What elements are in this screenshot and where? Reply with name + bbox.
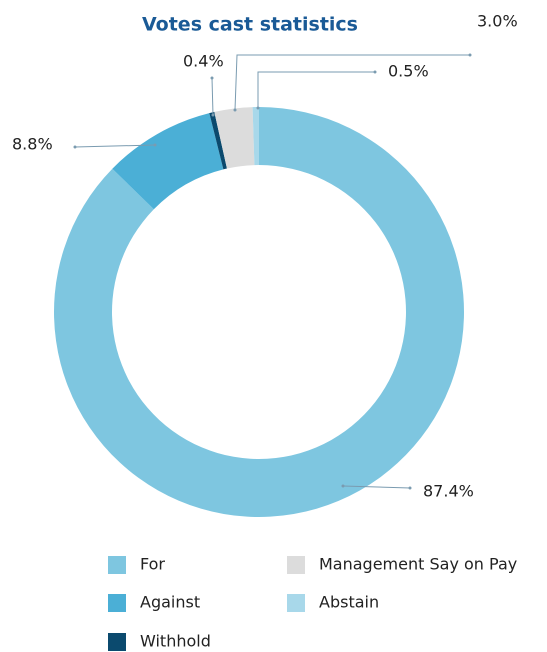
leader-dot — [233, 108, 237, 112]
data-label: 0.5% — [388, 62, 429, 81]
leader-dot — [341, 484, 345, 488]
leader-dot — [408, 486, 412, 490]
legend-swatch — [108, 594, 126, 612]
legend-label: Withhold — [140, 632, 211, 651]
data-label: 87.4% — [423, 482, 474, 501]
data-label: 3.0% — [477, 12, 518, 31]
legend-label: For — [140, 555, 165, 574]
leader-line — [234, 54, 470, 111]
donut-segment — [112, 113, 224, 210]
donut-segment — [209, 111, 227, 170]
legend-label: Abstain — [319, 593, 379, 612]
legend-label: Management Say on Pay — [319, 555, 517, 574]
leader-dot — [211, 113, 215, 117]
legend-swatch — [287, 556, 305, 574]
leader-dot — [73, 145, 77, 149]
legend-swatch — [108, 556, 126, 574]
donut-segment — [214, 107, 255, 169]
leader-line — [211, 77, 214, 116]
leader-dot — [153, 143, 157, 147]
leader-line — [342, 485, 411, 489]
leader-line — [74, 144, 156, 148]
data-label: 8.8% — [12, 135, 53, 154]
legend-label: Against — [140, 593, 200, 612]
leader-dot — [210, 76, 214, 80]
leader-dot — [373, 70, 377, 74]
leader-dot — [468, 53, 472, 57]
data-label: 0.4% — [183, 52, 224, 71]
legend-swatch — [108, 633, 126, 651]
donut-segment — [252, 107, 259, 166]
leader-dot — [256, 106, 260, 110]
leader-line — [257, 71, 375, 108]
legend-swatch — [287, 594, 305, 612]
chart-title: Votes cast statistics — [142, 14, 358, 36]
